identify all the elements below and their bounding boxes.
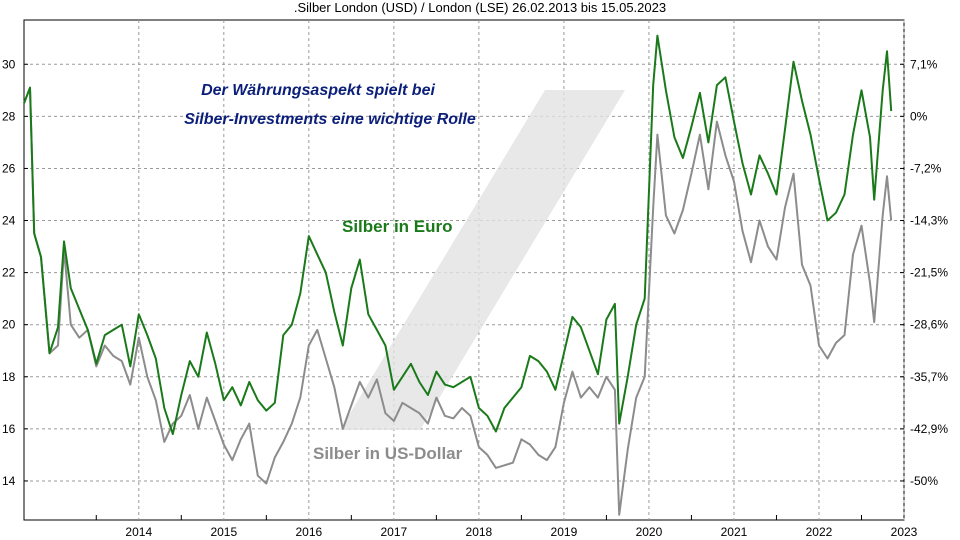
y-tick-label-right: -21,5% bbox=[910, 266, 948, 280]
series-layer bbox=[23, 34, 893, 516]
x-tick-label: 2014 bbox=[125, 525, 152, 539]
y-tick-label-left: 18 bbox=[2, 370, 16, 384]
y-tick-label-left: 26 bbox=[2, 161, 16, 175]
y-tick-label-right: -28,6% bbox=[910, 318, 948, 332]
y-tick-label-left: 14 bbox=[2, 474, 16, 488]
series-line-usd bbox=[23, 86, 893, 516]
x-tick-label: 2017 bbox=[381, 525, 408, 539]
x-tick-label: 2021 bbox=[721, 525, 748, 539]
series-line-euro bbox=[23, 34, 893, 436]
x-tick-label: 2019 bbox=[551, 525, 578, 539]
y-tick-label-left: 22 bbox=[2, 266, 16, 280]
x-tick-label: 2015 bbox=[210, 525, 237, 539]
x-tick-label: 2023 bbox=[891, 525, 918, 539]
y-tick-label-right: -35,7% bbox=[910, 370, 948, 384]
series-label-usd: Silber in US-Dollar bbox=[313, 444, 463, 463]
y-tick-label-right: -50% bbox=[910, 474, 938, 488]
y-tick-label-left: 30 bbox=[2, 57, 16, 71]
y-axis-left: 14 16 18 20 22 24 26 28 30 bbox=[2, 57, 28, 488]
y-tick-label-left: 28 bbox=[2, 109, 16, 123]
x-axis: 2014 2015 2016 2017 2018 2019 2020 2021 2022 2023 bbox=[95, 515, 918, 539]
y-tick-label-right: -7,2% bbox=[910, 161, 942, 175]
series-label-euro: Silber in Euro bbox=[342, 217, 453, 236]
y-axis-right: 7,1% 0% -7,2% -14,3% -21,5% -28,6% -35,7% -42,9… bbox=[900, 57, 948, 488]
y-tick-label-right: 0% bbox=[910, 109, 928, 123]
watermark-logo bbox=[340, 90, 625, 430]
x-tick-label: 2022 bbox=[806, 525, 833, 539]
y-tick-label-left: 16 bbox=[2, 422, 16, 436]
y-tick-label-left: 24 bbox=[2, 214, 16, 228]
x-tick-label: 2020 bbox=[636, 525, 663, 539]
chart-title: .Silber London (USD) / London (LSE) 26.0… bbox=[294, 0, 666, 15]
y-tick-label-left: 20 bbox=[2, 318, 16, 332]
y-tick-label-right: -42,9% bbox=[910, 422, 948, 436]
x-tick-label: 2018 bbox=[466, 525, 493, 539]
annotation-line-1: Der Währungsaspekt spielt bei bbox=[201, 82, 435, 99]
y-tick-label-right: -14,3% bbox=[910, 214, 948, 228]
y-tick-label-right: 7,1% bbox=[910, 57, 938, 71]
x-tick-label: 2016 bbox=[295, 525, 322, 539]
annotation-line-2: Silber-Investments eine wichtige Rolle bbox=[184, 111, 476, 128]
